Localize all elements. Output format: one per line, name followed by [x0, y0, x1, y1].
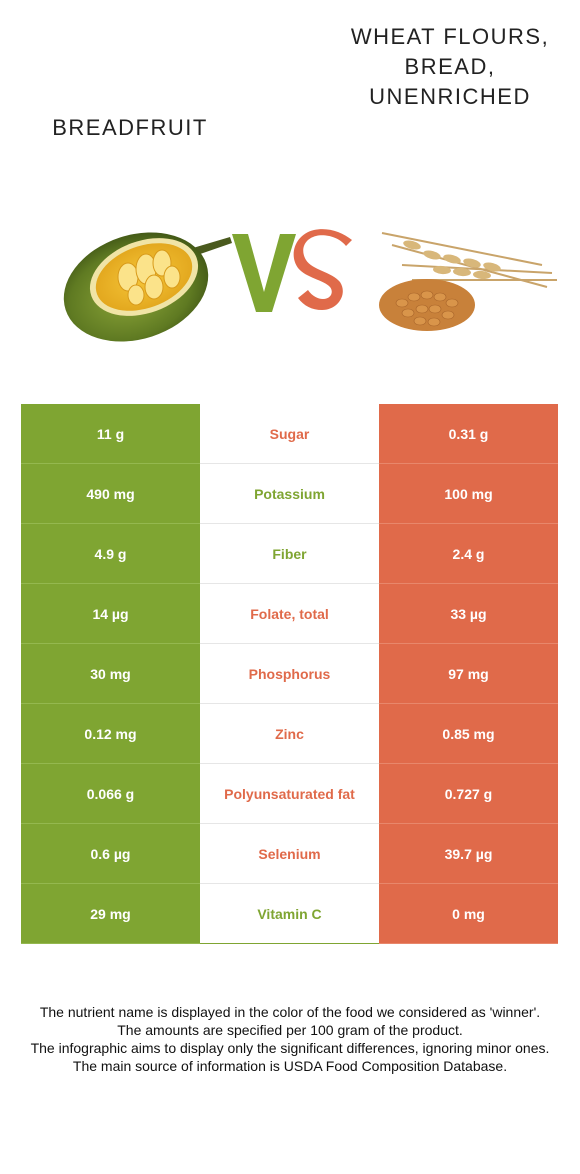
table-row: 0.6 µg Selenium 39.7 µg: [21, 824, 558, 884]
table-row: 0.12 mg Zinc 0.85 mg: [21, 704, 558, 764]
nutrient-name: Polyunsaturated fat: [200, 764, 379, 824]
left-value: 490 mg: [21, 464, 200, 524]
table-row: 4.9 g Fiber 2.4 g: [21, 524, 558, 584]
table-row: 14 µg Folate, total 33 µg: [21, 584, 558, 644]
right-value: 33 µg: [379, 584, 558, 644]
left-value: 29 mg: [21, 884, 200, 944]
breadfruit-image: [63, 232, 232, 342]
left-value: 0.12 mg: [21, 704, 200, 764]
footnote-line: The amounts are specified per 100 gram o…: [117, 1022, 463, 1038]
right-value: 2.4 g: [379, 524, 558, 584]
nutrient-name: Folate, total: [200, 584, 379, 644]
comparison-table: 11 g Sugar 0.31 g 490 mg Potassium 100 m…: [21, 404, 558, 944]
nutrient-name: Vitamin C: [200, 884, 379, 944]
table-row: 11 g Sugar 0.31 g: [21, 404, 558, 464]
right-food-title: Wheat flours, bread, unenriched: [350, 24, 550, 109]
footnote-line: The infographic aims to display only the…: [30, 1040, 550, 1056]
footnote: The nutrient name is displayed in the co…: [16, 1003, 564, 1075]
left-food-title: Breadfruit: [52, 115, 208, 140]
footnote-line: The nutrient name is displayed in the co…: [39, 1004, 541, 1020]
right-value: 0.85 mg: [379, 704, 558, 764]
table-row: 29 mg Vitamin C 0 mg: [21, 884, 558, 944]
left-value: 11 g: [21, 404, 200, 464]
left-value: 0.6 µg: [21, 824, 200, 884]
vs-mark: [232, 229, 352, 312]
wheat-grains-image: [379, 232, 557, 331]
footnote-line: The main source of information is USDA F…: [72, 1058, 508, 1074]
nutrient-name: Sugar: [200, 404, 379, 464]
nutrient-name: Zinc: [200, 704, 379, 764]
table-row: 0.066 g Polyunsaturated fat 0.727 g: [21, 764, 558, 824]
nutrient-name: Selenium: [200, 824, 379, 884]
left-value: 14 µg: [21, 584, 200, 644]
right-value: 0.727 g: [379, 764, 558, 824]
right-value: 0.31 g: [379, 404, 558, 464]
right-value: 100 mg: [379, 464, 558, 524]
left-value: 30 mg: [21, 644, 200, 704]
right-value: 39.7 µg: [379, 824, 558, 884]
right-value: 0 mg: [379, 884, 558, 944]
nutrient-name: Phosphorus: [200, 644, 379, 704]
left-value: 4.9 g: [21, 524, 200, 584]
nutrient-name: Fiber: [200, 524, 379, 584]
right-value: 97 mg: [379, 644, 558, 704]
nutrient-name: Potassium: [200, 464, 379, 524]
table-row: 30 mg Phosphorus 97 mg: [21, 644, 558, 704]
left-value: 0.066 g: [21, 764, 200, 824]
table-row: 490 mg Potassium 100 mg: [21, 464, 558, 524]
